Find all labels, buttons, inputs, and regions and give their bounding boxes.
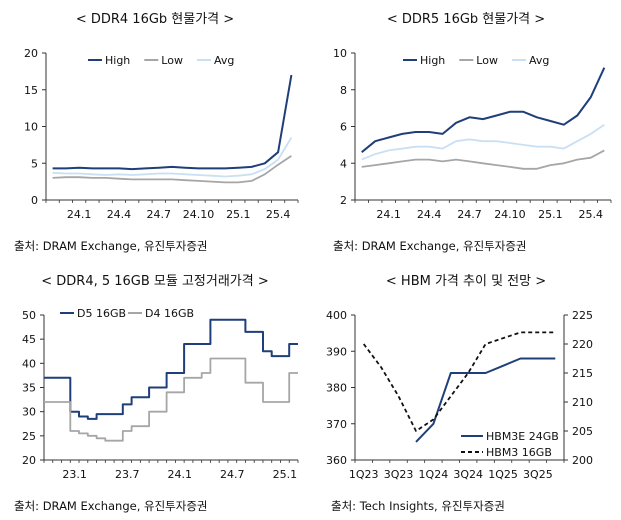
legend-label: HBM3 16GB	[486, 446, 552, 459]
y-tick-label: 30	[22, 406, 36, 419]
x-tick-label: 24.10	[183, 208, 215, 221]
x-tick-label: 25.4	[266, 208, 291, 221]
series-line-1	[44, 318, 298, 420]
chart-title: < DDR4 16Gb 현물가격 >	[75, 12, 235, 27]
x-tick-label: 1Q25	[488, 468, 518, 481]
y-tick-label: 20	[24, 47, 38, 60]
x-tick-label: 25.1	[538, 208, 563, 221]
x-tick-label: 3Q25	[523, 468, 553, 481]
hbm-price-chart: 360 370 380 390 400 200 205 210 215 220 225 1Q23 3Q2…	[326, 309, 593, 481]
series-line-2	[44, 357, 298, 442]
y2-tick-label: 225	[572, 309, 593, 322]
chart-panel-ddr5-spot: < DDR5 16Gb 현물가격 > 2 4 6 8 10 24.1 24.4 24.7 24.…	[311, 0, 621, 258]
legend-label: D4 16GB	[145, 307, 194, 320]
y-tick-label: 380	[326, 382, 347, 395]
y-tick-label: 25	[22, 430, 36, 443]
x-tick-label: 24.4	[417, 208, 442, 221]
chart-source: 출처: DRAM Exchange, 유진투자증권	[333, 239, 527, 253]
chart-source: 출처: Tech Insights, 유진투자증권	[331, 499, 505, 513]
x-tick-label: 3Q24	[453, 468, 483, 481]
y-tick-label: 35	[22, 382, 36, 395]
y-tick-label: 8	[340, 84, 347, 97]
x-tick-label: 24.1	[376, 208, 401, 221]
series-line-1	[415, 357, 556, 443]
ddr4-spot-chart: 0 5 10 15 20 24.1 24.4 24.7 24.10 25.1 25.4 High Low…	[24, 47, 299, 221]
chart-panel-hbm-price: < HBM 가격 추이 및 전망 > 360 370 380 390 400 200 205…	[311, 260, 621, 520]
legend-label: Avg	[214, 54, 234, 67]
x-tick-label: 25.4	[579, 208, 604, 221]
legend-label: Low	[476, 54, 498, 67]
x-tick-label: 24.7	[220, 468, 245, 481]
series-line-2	[362, 331, 556, 432]
x-tick-label: 24.1	[168, 468, 193, 481]
chart-panel-module-contract: < DDR4, 5 16GB 모듈 고정거래가격 > 20 25 30 35 40 45 5…	[0, 260, 310, 520]
y-tick-label: 10	[24, 121, 38, 134]
y-tick-label: 400	[326, 309, 347, 322]
chart-panel-ddr4-spot: < DDR4 16Gb 현물가격 > 0 5 10 15 20 24.1 24.4 24.7 2…	[0, 0, 310, 258]
y-tick-label: 2	[340, 194, 347, 207]
y2-tick-label: 210	[572, 396, 593, 409]
y-tick-label: 15	[24, 84, 38, 97]
y-tick-label: 50	[22, 309, 36, 322]
x-tick-label: 3Q23	[384, 468, 414, 481]
y2-tick-label: 200	[572, 454, 593, 467]
x-tick-label: 24.4	[107, 208, 132, 221]
x-tick-label: 1Q23	[349, 468, 379, 481]
x-tick-label: 25.1	[226, 208, 251, 221]
x-tick-label: 24.7	[146, 208, 171, 221]
y-tick-label: 4	[340, 157, 347, 170]
legend-label: Avg	[529, 54, 549, 67]
legend-label: HBM3E 24GB	[486, 430, 559, 443]
series-line-3	[361, 123, 605, 161]
y-tick-label: 6	[340, 121, 347, 134]
y-tick-label: 10	[333, 47, 347, 60]
series-line-1	[52, 74, 293, 171]
y2-tick-label: 215	[572, 367, 593, 380]
series-line-2	[52, 155, 292, 184]
y-tick-label: 5	[31, 157, 38, 170]
y2-tick-label: 205	[572, 425, 593, 438]
legend-label: Low	[161, 54, 183, 67]
legend-label: High	[105, 54, 130, 67]
x-tick-label: 24.1	[67, 208, 92, 221]
legend-label: High	[420, 54, 445, 67]
y2-tick-label: 220	[572, 338, 593, 351]
x-tick-label: 25.1	[273, 468, 298, 481]
x-tick-label: 24.7	[457, 208, 482, 221]
x-tick-label: 1Q24	[419, 468, 449, 481]
y-tick-label: 40	[22, 357, 36, 370]
module-contract-chart: 20 25 30 35 40 45 50 23.1 23.7 24.1 24.7 25.1 D5 16G…	[22, 307, 299, 481]
x-tick-label: 23.1	[62, 468, 87, 481]
chart-title: < DDR5 16Gb 현물가격 >	[386, 12, 546, 27]
chart-source: 출처: DRAM Exchange, 유진투자증권	[14, 499, 208, 513]
y-tick-label: 390	[326, 345, 347, 358]
legend-label: D5 16GB	[77, 307, 126, 320]
chart-source: 출처: DRAM Exchange, 유진투자증권	[14, 239, 208, 253]
x-tick-label: 24.10	[494, 208, 526, 221]
y-tick-label: 45	[22, 333, 36, 346]
ddr5-spot-chart: 2 4 6 8 10 24.1 24.4 24.7 24.10 25.1 25.4 High Low Av…	[333, 47, 612, 221]
y-tick-label: 20	[22, 454, 36, 467]
x-tick-label: 23.7	[115, 468, 140, 481]
series-line-3	[52, 137, 293, 178]
y-tick-label: 360	[326, 454, 347, 467]
chart-title: < DDR4, 5 16GB 모듈 고정거래가격 >	[41, 274, 269, 289]
chart-title: < HBM 가격 추이 및 전망 >	[385, 274, 547, 289]
y-tick-label: 370	[326, 418, 347, 431]
series-line-1	[361, 67, 606, 153]
y-tick-label: 0	[31, 194, 38, 207]
series-line-2	[361, 149, 605, 170]
